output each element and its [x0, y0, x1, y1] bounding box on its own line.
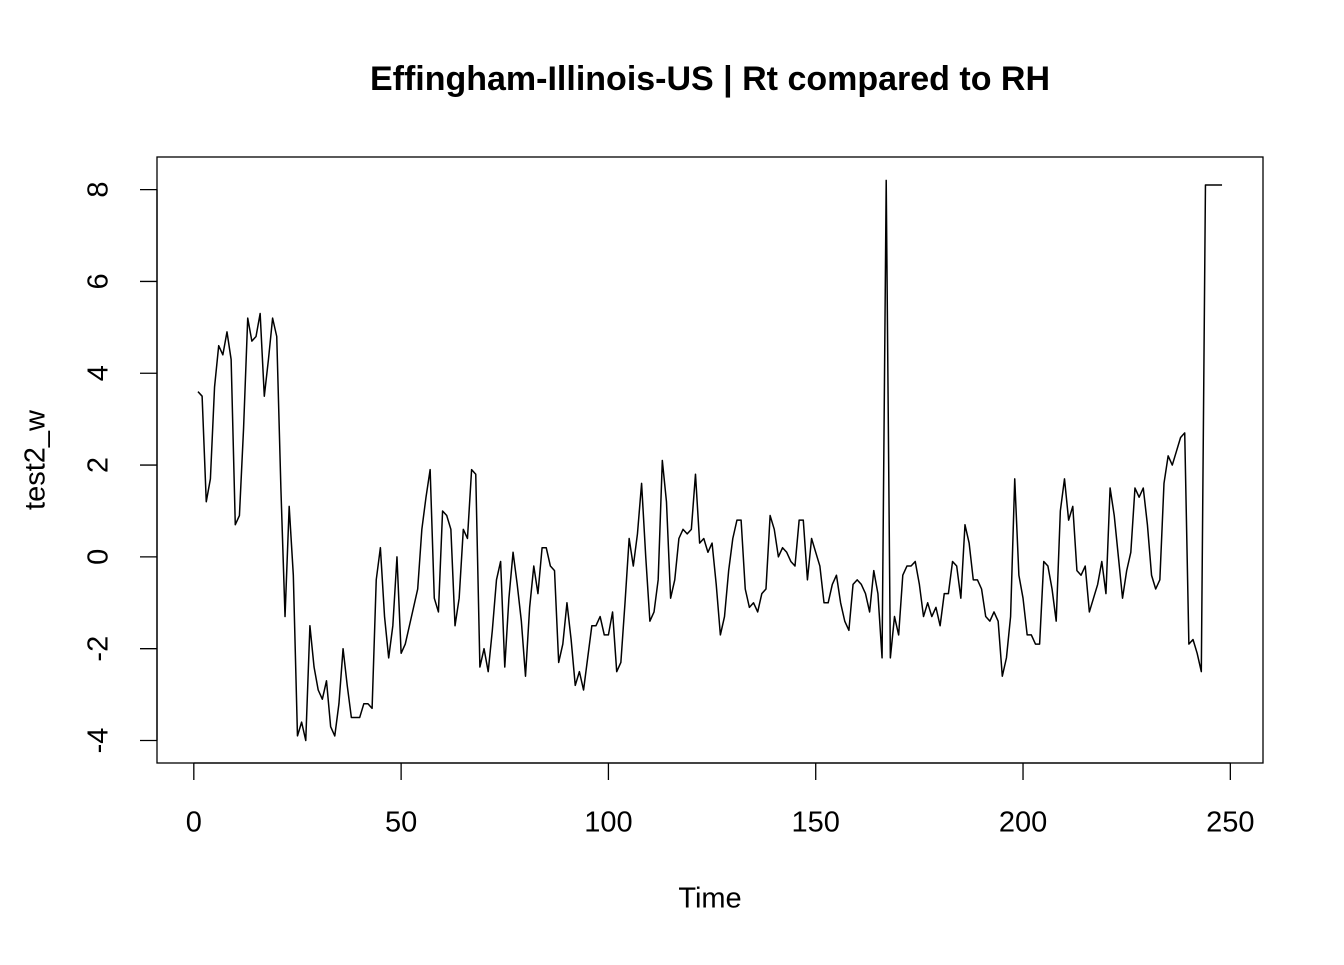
y-tick-label: -2 — [83, 636, 115, 662]
y-tick-label: 6 — [83, 273, 115, 289]
y-tick-label: 0 — [83, 549, 115, 565]
y-tick-label: -4 — [83, 728, 115, 754]
chart-title: Effingham-Illinois-US | Rt compared to R… — [370, 60, 1050, 98]
x-tick-label: 100 — [584, 807, 632, 839]
x-tick-label: 0 — [186, 807, 202, 839]
y-tick-label: 8 — [83, 182, 115, 198]
y-tick-label: 4 — [83, 365, 115, 381]
data-line — [197, 179, 1223, 742]
y-tick-label: 2 — [83, 457, 115, 473]
y-axis-label: test2_w — [20, 409, 52, 510]
x-tick-label: 250 — [1206, 807, 1254, 839]
x-tick-label: 50 — [385, 807, 417, 839]
x-tick-label: 200 — [999, 807, 1047, 839]
x-axis-label: Time — [678, 883, 741, 915]
x-tick-label: 150 — [792, 807, 840, 839]
